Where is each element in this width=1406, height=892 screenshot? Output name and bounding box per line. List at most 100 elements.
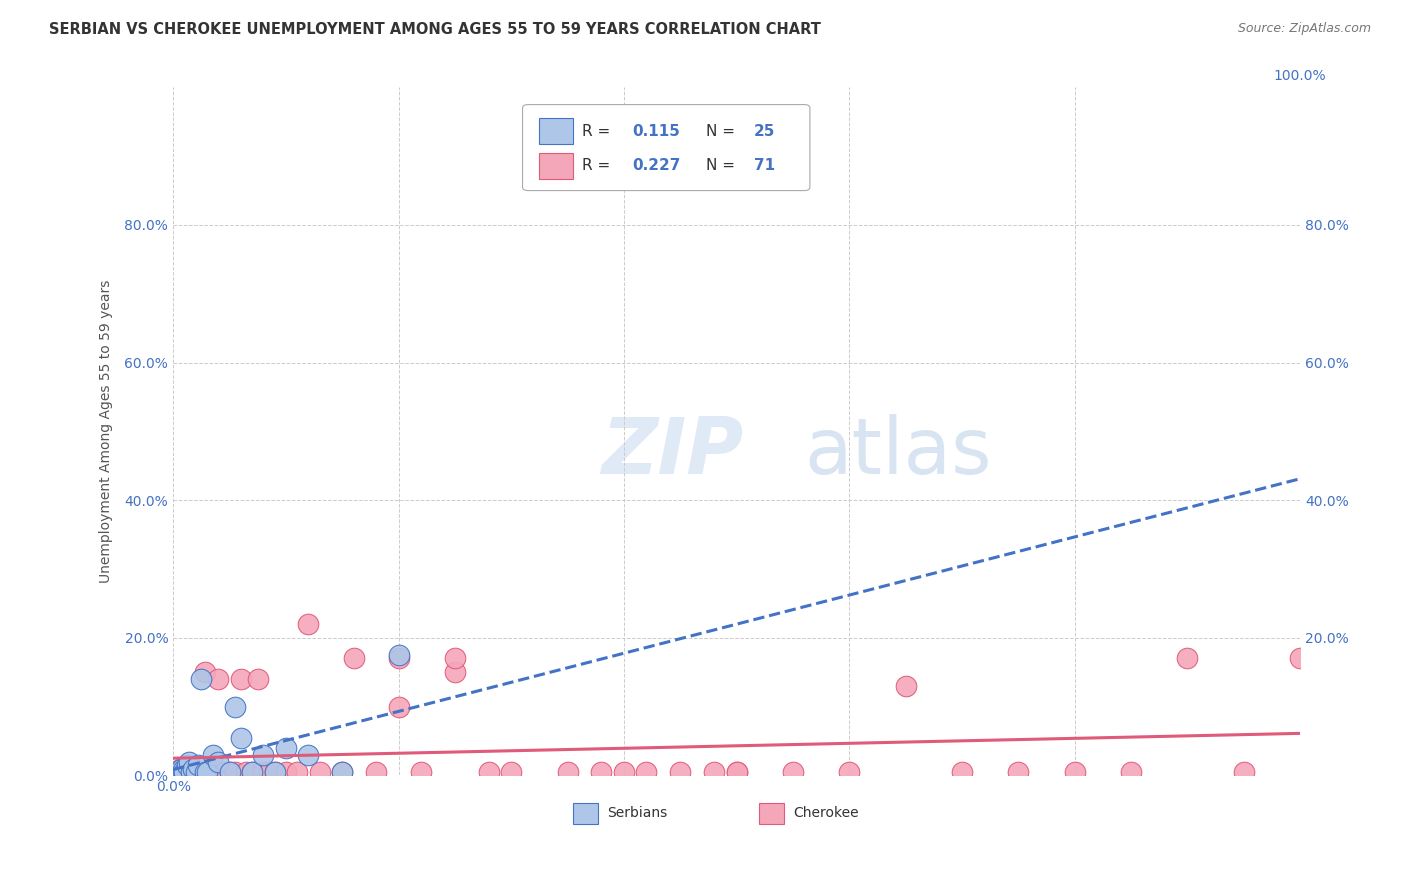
Point bbox=[183, 764, 205, 779]
Point bbox=[591, 764, 613, 779]
Point bbox=[1119, 764, 1142, 779]
Text: Serbians: Serbians bbox=[607, 806, 668, 821]
Point bbox=[444, 665, 467, 680]
Point bbox=[173, 764, 195, 779]
Point bbox=[263, 764, 285, 779]
Point bbox=[613, 764, 636, 779]
FancyBboxPatch shape bbox=[759, 803, 785, 823]
Point bbox=[218, 764, 240, 779]
Point bbox=[444, 651, 467, 665]
Point bbox=[1177, 651, 1199, 665]
Text: Cherokee: Cherokee bbox=[793, 806, 859, 821]
Point bbox=[166, 764, 188, 779]
Point bbox=[229, 672, 252, 686]
Point bbox=[176, 764, 198, 779]
Point bbox=[725, 764, 748, 779]
Y-axis label: Unemployment Among Ages 55 to 59 years: Unemployment Among Ages 55 to 59 years bbox=[100, 280, 114, 583]
Point bbox=[387, 699, 409, 714]
Point bbox=[1289, 651, 1312, 665]
Point bbox=[387, 648, 409, 662]
FancyBboxPatch shape bbox=[574, 803, 598, 823]
Point bbox=[173, 764, 195, 779]
Point bbox=[194, 665, 217, 680]
Point bbox=[190, 764, 212, 779]
Point bbox=[224, 699, 246, 714]
Point bbox=[207, 755, 229, 769]
Point bbox=[364, 764, 387, 779]
Point bbox=[246, 672, 269, 686]
Point bbox=[195, 764, 218, 779]
Point bbox=[177, 764, 200, 779]
Point bbox=[308, 764, 330, 779]
Text: SERBIAN VS CHEROKEE UNEMPLOYMENT AMONG AGES 55 TO 59 YEARS CORRELATION CHART: SERBIAN VS CHEROKEE UNEMPLOYMENT AMONG A… bbox=[49, 22, 821, 37]
Point bbox=[636, 764, 658, 779]
Point bbox=[195, 764, 218, 779]
Point bbox=[235, 764, 257, 779]
Text: R =: R = bbox=[582, 124, 616, 139]
Point bbox=[478, 764, 501, 779]
Text: 71: 71 bbox=[754, 158, 775, 173]
Point bbox=[169, 762, 191, 776]
Point bbox=[183, 764, 205, 779]
Point bbox=[181, 764, 204, 779]
Point bbox=[183, 762, 205, 776]
Point bbox=[184, 764, 207, 779]
Point bbox=[330, 764, 353, 779]
Point bbox=[194, 764, 217, 779]
Point bbox=[411, 764, 433, 779]
Point bbox=[501, 764, 523, 779]
Point bbox=[669, 764, 692, 779]
Text: 25: 25 bbox=[754, 124, 775, 139]
Point bbox=[703, 764, 725, 779]
Point bbox=[342, 651, 364, 665]
Point bbox=[240, 764, 263, 779]
Point bbox=[240, 764, 263, 779]
Point bbox=[205, 764, 228, 779]
Point bbox=[176, 758, 198, 772]
Point bbox=[212, 764, 235, 779]
Point bbox=[274, 740, 297, 755]
Point bbox=[285, 764, 308, 779]
Point bbox=[186, 764, 208, 779]
Text: Source: ZipAtlas.com: Source: ZipAtlas.com bbox=[1237, 22, 1371, 36]
Point bbox=[209, 764, 232, 779]
Point bbox=[201, 747, 224, 762]
Point bbox=[187, 764, 209, 779]
Point bbox=[177, 764, 200, 779]
Point bbox=[894, 679, 917, 693]
Point bbox=[263, 764, 285, 779]
Point bbox=[193, 764, 215, 779]
Text: atlas: atlas bbox=[804, 414, 991, 490]
FancyBboxPatch shape bbox=[523, 104, 810, 191]
Point bbox=[725, 764, 748, 779]
Point bbox=[170, 764, 193, 779]
Point bbox=[198, 764, 221, 779]
Point bbox=[180, 764, 202, 779]
Text: N =: N = bbox=[706, 124, 740, 139]
Text: N =: N = bbox=[706, 158, 740, 173]
Point bbox=[387, 651, 409, 665]
Point bbox=[180, 764, 202, 779]
Point bbox=[207, 672, 229, 686]
Point bbox=[950, 764, 973, 779]
Point bbox=[174, 764, 197, 779]
Point bbox=[179, 764, 201, 779]
Point bbox=[218, 764, 240, 779]
Point bbox=[172, 763, 194, 777]
Point bbox=[201, 764, 224, 779]
Point bbox=[252, 747, 274, 762]
FancyBboxPatch shape bbox=[540, 153, 574, 179]
Point bbox=[172, 764, 194, 779]
Point bbox=[274, 764, 297, 779]
Text: 0.227: 0.227 bbox=[631, 158, 681, 173]
Point bbox=[557, 764, 579, 779]
Point bbox=[184, 764, 207, 779]
Point bbox=[297, 617, 319, 632]
Point bbox=[1233, 764, 1256, 779]
Point bbox=[167, 764, 190, 779]
Point bbox=[330, 764, 353, 779]
Point bbox=[172, 762, 194, 776]
Point bbox=[187, 758, 209, 772]
Point bbox=[838, 764, 860, 779]
Point bbox=[252, 764, 274, 779]
